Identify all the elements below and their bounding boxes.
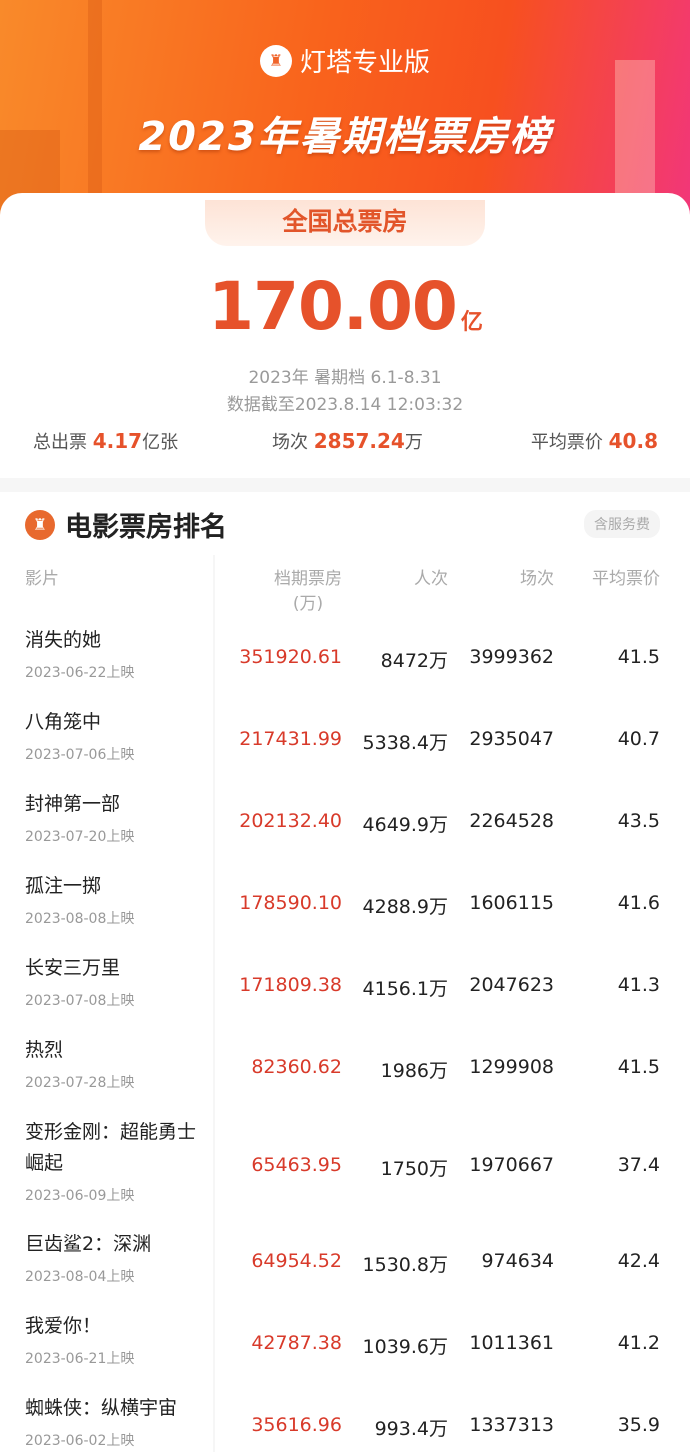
release-date: 2023-06-02上映 [25, 1433, 135, 1449]
shows-stat: 场次 2857.24万 [272, 429, 423, 453]
col-avg-price[interactable]: 平均票价 [592, 569, 660, 589]
film-name[interactable]: 长安三万里 [25, 957, 121, 979]
tower-decoration [88, 0, 102, 230]
film-name[interactable]: 热烈 [25, 1039, 64, 1061]
release-date: 2023-08-08上映 [25, 911, 135, 927]
people: 1039.6万 [362, 1336, 448, 1358]
total-box-office: 170.00 亿 [208, 268, 483, 345]
col-people[interactable]: 人次 [414, 569, 448, 589]
avg-price-stat: 平均票价 40.8 [530, 429, 658, 453]
period: 2023年 暑期档 6.1-8.31 [248, 368, 442, 388]
shows: 1606115 [469, 892, 554, 914]
release-date: 2023-07-08上映 [25, 993, 135, 1009]
film-name[interactable]: 消失的她 [25, 629, 102, 651]
updated-time: 数据截至2023.8.14 12:03:32 [226, 395, 464, 415]
avg-price: 41.5 [617, 646, 660, 668]
people: 1530.8万 [362, 1254, 448, 1276]
film-name[interactable]: 蜘蛛侠：纵横宇宙 [25, 1397, 178, 1419]
col-box-office[interactable]: 档期票房 (万) [274, 569, 342, 614]
page-title: 2023年暑期档票房榜 [138, 114, 552, 160]
film-name[interactable]: 八角笼中 [25, 711, 102, 733]
people: 993.4万 [374, 1418, 448, 1440]
shows: 1337313 [469, 1414, 554, 1436]
avg-price: 42.4 [617, 1250, 660, 1272]
box-office: 65463.95 [251, 1154, 342, 1176]
film-name[interactable]: 巨齿鲨2：深渊 [25, 1233, 152, 1255]
box-office: 217431.99 [239, 728, 342, 750]
box-office: 82360.62 [251, 1056, 342, 1078]
col-shows[interactable]: 场次 [520, 569, 554, 589]
people: 5338.4万 [362, 732, 448, 754]
avg-price: 40.7 [617, 728, 660, 750]
people: 4288.9万 [362, 896, 448, 918]
header-banner: ♜ 灯塔专业版 2023年暑期档票房榜 [0, 0, 690, 230]
box-office: 64954.52 [251, 1250, 342, 1272]
shows: 1299908 [469, 1056, 554, 1078]
shows: 2264528 [469, 810, 554, 832]
shows: 1970667 [469, 1154, 554, 1176]
col-film: 影片 [25, 569, 59, 589]
shows: 1011361 [469, 1332, 554, 1354]
box-office: 35616.96 [251, 1414, 342, 1436]
service-fee-badge[interactable]: 含服务费 [584, 510, 660, 538]
avg-price: 35.9 [617, 1414, 660, 1436]
tickets-stat: 总出票 4.17亿张 [33, 429, 179, 453]
release-date: 2023-06-22上映 [25, 665, 135, 681]
section-title: ♜ 电影票房排名 [25, 505, 227, 544]
release-date: 2023-08-04上映 [25, 1269, 135, 1285]
avg-price: 41.6 [617, 892, 660, 914]
box-office: 351920.61 [239, 646, 342, 668]
release-date: 2023-06-09上映 [25, 1188, 135, 1204]
film-name[interactable]: 变形金刚：超能勇士崛起 [25, 1121, 197, 1174]
avg-price: 41.3 [617, 974, 660, 996]
shows: 3999362 [469, 646, 554, 668]
release-date: 2023-07-28上映 [25, 1075, 135, 1091]
film-name[interactable]: 封神第一部 [25, 793, 121, 815]
tab-national-box-office[interactable]: 全国总票房 [205, 200, 485, 246]
people: 4649.9万 [362, 814, 448, 836]
shows: 2935047 [469, 728, 554, 750]
shows: 2047623 [469, 974, 554, 996]
box-office: 202132.40 [239, 810, 342, 832]
lighthouse-logo-icon: ♜ [259, 44, 292, 77]
lighthouse-icon: ♜ [25, 509, 55, 540]
column-divider [213, 555, 215, 1452]
divider [0, 478, 690, 492]
avg-price: 43.5 [617, 810, 660, 832]
release-date: 2023-07-06上映 [25, 747, 135, 763]
avg-price: 41.2 [617, 1332, 660, 1354]
box-office: 42787.38 [251, 1332, 342, 1354]
box-office: 178590.10 [239, 892, 342, 914]
brand-name: 灯塔专业版 [299, 48, 430, 78]
film-name[interactable]: 孤注一掷 [25, 875, 102, 897]
shows: 974634 [481, 1250, 554, 1272]
film-name[interactable]: 我爱你！ [25, 1315, 102, 1337]
people: 4156.1万 [362, 978, 448, 1000]
avg-price: 41.5 [617, 1056, 660, 1078]
box-office: 171809.38 [239, 974, 342, 996]
people: 1986万 [380, 1060, 448, 1082]
people: 1750万 [380, 1158, 448, 1180]
release-date: 2023-07-20上映 [25, 829, 135, 845]
release-date: 2023-06-21上映 [25, 1351, 135, 1367]
avg-price: 37.4 [617, 1154, 660, 1176]
people: 8472万 [380, 650, 448, 672]
brand: ♜ 灯塔专业版 [0, 42, 690, 79]
